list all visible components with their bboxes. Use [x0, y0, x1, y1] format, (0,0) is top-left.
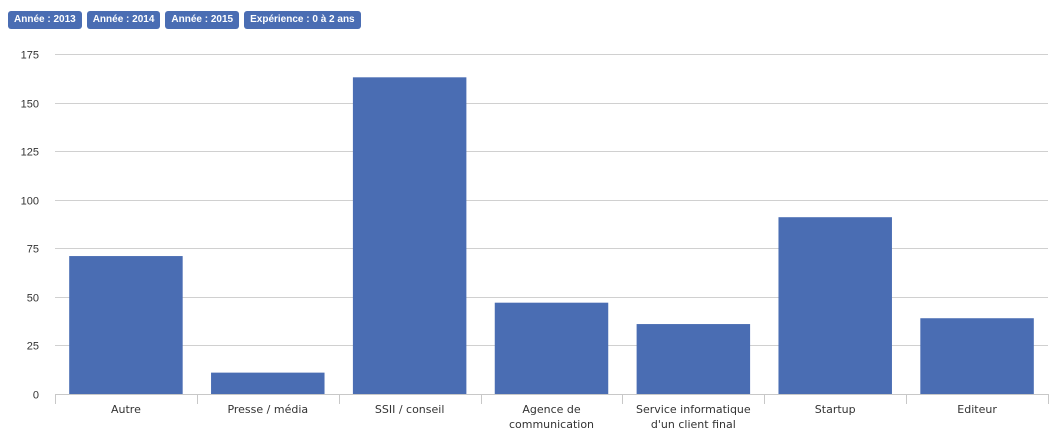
bar[interactable] — [69, 256, 183, 394]
y-tick-label: 100 — [21, 196, 39, 208]
x-category-label: Presse / média — [227, 403, 308, 416]
bar[interactable] — [920, 318, 1034, 394]
x-category-label: Startup — [815, 403, 856, 416]
filter-tag-bar: Année : 2013 Année : 2014 Année : 2015 E… — [8, 11, 361, 29]
y-tick-label: 75 — [27, 244, 39, 256]
x-category-label: Service informatique — [636, 403, 751, 416]
filter-tag-year-2014[interactable]: Année : 2014 — [86, 11, 161, 29]
bar[interactable] — [636, 324, 751, 394]
bar[interactable] — [494, 302, 609, 394]
y-tick-label: 175 — [21, 50, 39, 62]
filter-tag-experience[interactable]: Expérience : 0 à 2 ans — [244, 11, 361, 29]
x-category-label: d'un client final — [651, 418, 736, 431]
y-tick-label: 125 — [21, 147, 39, 159]
x-category-label: Autre — [111, 403, 141, 416]
y-tick-label: 50 — [27, 293, 39, 305]
filter-tag-year-2013[interactable]: Année : 2013 — [8, 11, 82, 29]
bar[interactable] — [211, 372, 325, 394]
x-category-label: communication — [509, 418, 594, 431]
y-tick-label: 25 — [27, 341, 39, 353]
y-tick-label: 0 — [33, 390, 39, 402]
x-category-label: Agence de — [522, 403, 581, 416]
x-category-label: SSII / conseil — [375, 403, 445, 416]
y-tick-label: 150 — [21, 99, 39, 111]
bar[interactable] — [778, 217, 892, 394]
filter-tag-year-2015[interactable]: Année : 2015 — [165, 11, 240, 29]
bar[interactable] — [352, 77, 467, 395]
x-category-label: Editeur — [957, 403, 997, 416]
